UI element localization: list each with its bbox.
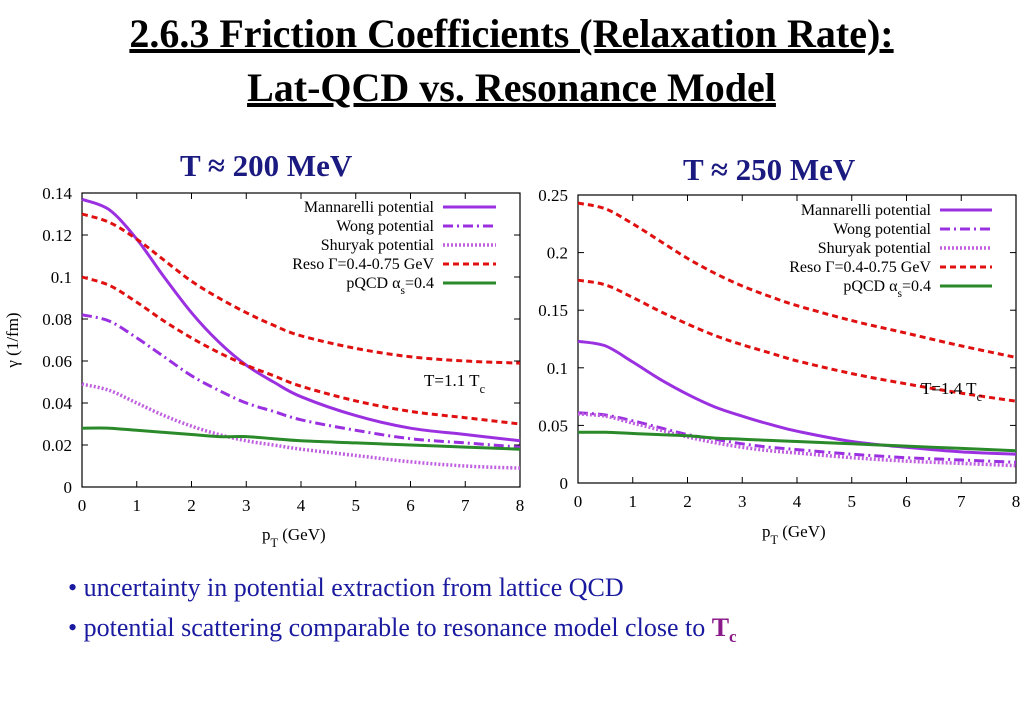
slide-title-line1: 2.6.3 Friction Coefficients (Relaxation … xyxy=(129,11,894,56)
c2-y-tick-label: 0 xyxy=(560,474,569,493)
c1-temperature-annotation: T=1.1 Tc xyxy=(424,371,486,396)
c1-y-tick-label: 0.1 xyxy=(51,268,72,287)
c1-series-line-wong-potential-1 xyxy=(81,313,521,449)
c1-series-line-pqcd-5 xyxy=(81,426,521,451)
bullet-item-2: • potential scattering comparable to res… xyxy=(68,608,737,657)
c2-legend-label-1: Wong potential xyxy=(833,221,931,238)
c2-y-tick-label: 0.1 xyxy=(547,359,568,378)
c1-y-tick-label: 0.12 xyxy=(42,226,72,245)
c1-x-tick-label: 0 xyxy=(78,496,87,515)
c2-plot-frame xyxy=(577,194,1017,484)
c2-y-tick-label: 0.25 xyxy=(538,186,568,205)
c2-plot-background xyxy=(530,188,1023,544)
slide-title-line2: Lat-QCD vs. Resonance Model xyxy=(247,65,776,110)
bullet-text-2: • potential scattering comparable to res… xyxy=(68,613,712,642)
c2-x-tick-label: 1 xyxy=(629,492,638,511)
c1-plot-frame xyxy=(81,192,521,488)
c2-y-tick-label: 0.2 xyxy=(547,244,568,263)
c2-x-tick-label: 4 xyxy=(793,492,802,511)
c1-y-tick-label: 0.04 xyxy=(42,394,72,413)
c2-x-tick-label: 5 xyxy=(848,492,857,511)
tc-symbol: Tc xyxy=(711,613,737,646)
panel-label-right: T ≈ 250 MeV xyxy=(683,152,856,187)
c2-x-tick-label: 7 xyxy=(957,492,966,511)
c1-x-tick-label: 5 xyxy=(352,496,361,515)
c1-y-tick-label: 0 xyxy=(64,478,73,497)
c2-x-tick-label: 3 xyxy=(738,492,747,511)
c2-x-tick-label: 6 xyxy=(902,492,911,511)
c1-series-line-reso-3 xyxy=(81,212,521,365)
c2-y-tick-label: 0.05 xyxy=(538,416,568,435)
c2-series-line-wong-potential-1 xyxy=(577,411,1017,464)
c1-x-tick-label: 3 xyxy=(242,496,251,515)
c1-y-tick-label: 0.02 xyxy=(42,436,72,455)
c1-legend-label-1: Wong potential xyxy=(336,218,434,235)
c1-legend-label-2: Shuryak potential xyxy=(321,237,435,254)
slide-title-second: Lat-QCD vs. Resonance Model xyxy=(0,62,1023,114)
bullet-item-1: • uncertainty in potential extraction fr… xyxy=(68,568,737,608)
c2-legend-label-0: Mannarelli potential xyxy=(801,202,932,219)
panel-label-left: T ≈ 200 MeV xyxy=(180,148,353,183)
c2-legend-label-3: Reso Γ=0.4-0.75 GeV xyxy=(789,259,931,276)
c1-legend-label-4: pQCD αs=0.4 xyxy=(346,275,434,297)
c1-series-line-shuryak-potential-2 xyxy=(81,382,521,470)
c1-y-tick-label: 0.08 xyxy=(42,310,72,329)
c1-x-axis-label: pT (GeV) xyxy=(262,525,326,550)
slide-title: 2.6.3 Friction Coefficients (Relaxation … xyxy=(0,8,1023,60)
tc-main: T xyxy=(711,613,730,642)
c2-series-line-shuryak-potential-2 xyxy=(577,412,1017,468)
c2-temperature-annotation: T=1.4 Tc xyxy=(921,379,983,404)
c2-series-line-mannarelli-potential-0 xyxy=(577,339,1017,456)
c2-x-tick-label: 8 xyxy=(1012,492,1021,511)
c1-x-tick-label: 1 xyxy=(133,496,142,515)
c2-legend-label-4: pQCD αs=0.4 xyxy=(843,278,931,300)
c1-x-tick-label: 8 xyxy=(516,496,525,515)
c1-x-tick-label: 6 xyxy=(406,496,415,515)
c1-y-tick-label: 0.14 xyxy=(42,184,72,203)
bullet-text-1: • uncertainty in potential extraction fr… xyxy=(68,573,624,602)
c2-x-axis-label: pT (GeV) xyxy=(762,522,826,547)
c1-legend-label-0: Mannarelli potential xyxy=(304,199,435,216)
c1-legend-label-3: Reso Γ=0.4-0.75 GeV xyxy=(292,256,434,273)
bullet-list: • uncertainty in potential extraction fr… xyxy=(68,568,737,657)
c2-series-line-reso-3 xyxy=(577,201,1017,359)
c1-plot-background xyxy=(4,186,528,547)
c1-x-tick-label: 2 xyxy=(187,496,196,515)
tc-sub: c xyxy=(729,627,737,647)
c1-y-axis-label: γ (1/fm) xyxy=(3,312,22,368)
c2-legend-label-2: Shuryak potential xyxy=(818,240,932,257)
c1-x-tick-label: 7 xyxy=(461,496,470,515)
c2-y-tick-label: 0.15 xyxy=(538,301,568,320)
c2-series-line-pqcd-5 xyxy=(577,430,1017,453)
c1-y-tick-label: 0.06 xyxy=(42,352,72,371)
c1-series-line-mannarelli-potential-0 xyxy=(81,197,521,443)
c2-x-tick-label: 2 xyxy=(683,492,692,511)
c1-x-tick-label: 4 xyxy=(297,496,306,515)
c1-series-line-reso-4 xyxy=(81,275,521,426)
c2-x-tick-label: 0 xyxy=(574,492,583,511)
c2-series-line-reso-4 xyxy=(577,278,1017,403)
